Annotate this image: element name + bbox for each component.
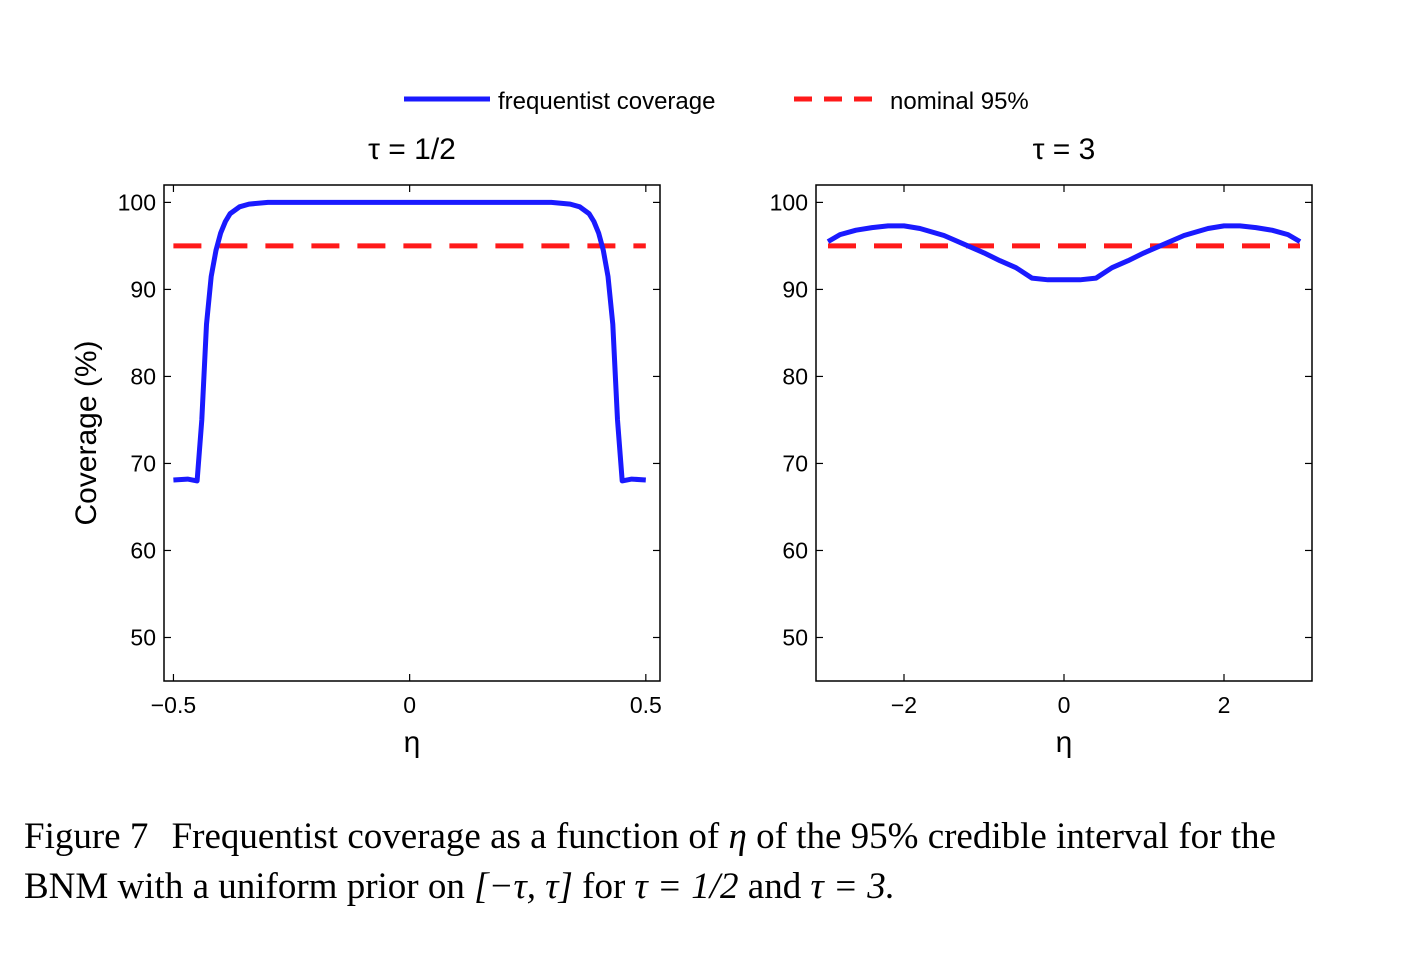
figure-caption: Figure 7 Frequentist coverage as a funct… <box>24 812 1384 912</box>
left-coverage-line <box>173 199 646 484</box>
caption-interval: [−τ, τ] <box>474 866 573 907</box>
right-y-tick-label: 60 <box>782 537 808 563</box>
right-coverage-line <box>826 223 1302 283</box>
legend: frequentist coverage nominal 95% <box>404 88 1029 115</box>
right-y-tick-label: 70 <box>782 450 808 476</box>
caption-tau2: τ = 3. <box>810 866 895 907</box>
right-x-tick-label: −2 <box>891 692 917 718</box>
right-series <box>826 223 1302 283</box>
left-x-tick-label: 0.5 <box>630 692 662 718</box>
left-panel-title: τ = 1/2 <box>368 133 456 166</box>
right-y-tick-label: 80 <box>782 363 808 389</box>
left-y-tick-label: 100 <box>118 189 156 215</box>
right-y-tick-label: 50 <box>782 624 808 650</box>
right-x-tick-label: 0 <box>1058 692 1071 718</box>
left-y-tick-label: 80 <box>130 363 156 389</box>
caption-tau1: τ = 1/2 <box>634 866 739 907</box>
right-ticks: 50 60 70 80 90 100 −2 0 2 <box>770 185 1312 718</box>
left-x-axis-label: η <box>404 726 421 759</box>
caption-line1-a: Frequentist coverage as a function of <box>171 816 720 857</box>
caption-line1-b: of the 95% credible interval for the <box>756 816 1276 857</box>
left-x-tick-label: −0.5 <box>151 692 196 718</box>
left-ticks: 50 60 70 80 90 100 −0.5 0 0.5 <box>118 185 662 718</box>
legend-label-nominal: nominal 95% <box>890 88 1029 115</box>
left-y-tick-label: 90 <box>130 276 156 302</box>
left-y-tick-label: 60 <box>130 537 156 563</box>
caption-figure-label: Figure 7 <box>24 816 149 857</box>
caption-eta: η <box>728 816 747 857</box>
left-axes-frame <box>163 184 661 682</box>
caption-line2-a: BNM with a uniform prior on <box>24 866 465 907</box>
right-y-tick-label: 90 <box>782 276 808 302</box>
left-y-tick-label: 50 <box>130 624 156 650</box>
left-y-tick-label: 70 <box>130 450 156 476</box>
left-series <box>173 199 646 484</box>
left-panel: τ = 1/2 50 60 70 80 90 100 −0.5 0 0.5 η Coverage… <box>70 133 662 759</box>
legend-label-coverage: frequentist coverage <box>498 88 715 115</box>
caption-line2-b: for <box>582 866 626 907</box>
right-panel-title: τ = 3 <box>1033 133 1096 166</box>
caption-and: and <box>747 866 802 907</box>
right-y-tick-label: 100 <box>770 189 808 215</box>
right-panel: τ = 3 50 60 70 80 90 100 −2 0 2 η <box>770 133 1313 759</box>
right-axes-frame <box>815 184 1313 682</box>
left-x-tick-label: 0 <box>403 692 416 718</box>
right-x-tick-label: 2 <box>1218 692 1231 718</box>
right-x-axis-label: η <box>1056 726 1073 759</box>
y-axis-label: Coverage (%) <box>70 340 103 525</box>
